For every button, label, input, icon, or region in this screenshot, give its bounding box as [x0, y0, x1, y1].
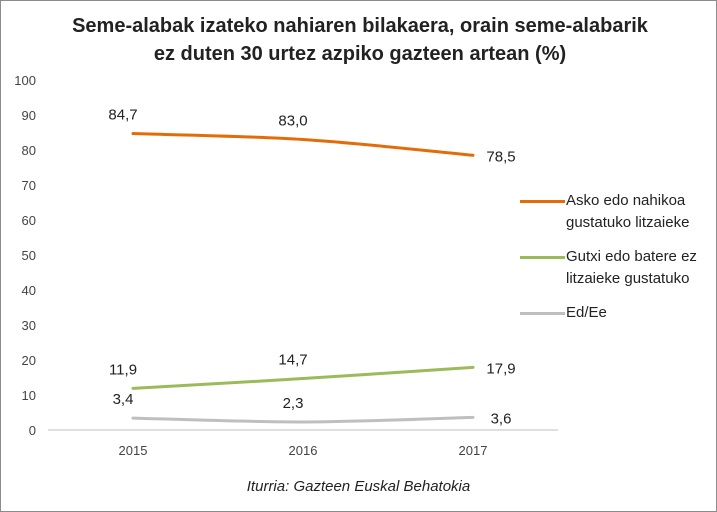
legend-swatch [520, 200, 565, 203]
y-tick-label: 30 [22, 318, 36, 333]
y-tick-label: 70 [22, 178, 36, 193]
data-label: 2,3 [283, 395, 304, 412]
x-tick-label: 2017 [459, 443, 488, 458]
x-tick-label: 2016 [289, 443, 318, 458]
y-tick-label: 60 [22, 213, 36, 228]
y-tick-label: 90 [22, 108, 36, 123]
legend-label: Ed/Ee [566, 304, 607, 321]
y-tick-label: 50 [22, 248, 36, 263]
legend-item: Ed/Ee [520, 302, 710, 324]
data-label: 3,4 [113, 391, 134, 408]
chart-title: Seme-alabak izateko nahiaren bilakaera, … [72, 15, 648, 65]
series-line [131, 365, 475, 390]
data-label: 17,9 [486, 360, 515, 377]
y-tick-label: 100 [14, 73, 36, 88]
legend-label: Asko edo nahikoa gustatuko litzaieke [566, 192, 690, 231]
y-tick-label: 0 [29, 423, 36, 438]
data-label: 78,5 [486, 148, 515, 165]
y-tick-label: 40 [22, 283, 36, 298]
data-label: 14,7 [278, 352, 307, 369]
legend-swatch [520, 312, 565, 315]
legend-label: Gutxi edo batere ez litzaieke gustatuko [566, 248, 697, 287]
legend-item: Gutxi edo batere ez litzaieke gustatuko [520, 246, 710, 290]
source-note: Iturria: Gazteen Euskal Behatokia [246, 478, 471, 495]
y-tick-label: 80 [22, 143, 36, 158]
data-label: 11,9 [109, 361, 137, 378]
data-label: 83,0 [278, 113, 307, 130]
legend: Asko edo nahikoa gustatuko litzaieke Gut… [520, 190, 710, 336]
legend-swatch [520, 256, 565, 259]
legend-item: Asko edo nahikoa gustatuko litzaieke [520, 190, 710, 234]
data-label: 84,7 [108, 107, 137, 124]
y-tick-label: 20 [22, 353, 36, 368]
series-line [131, 132, 475, 157]
x-tick-label: 2015 [119, 443, 148, 458]
data-label: 3,6 [491, 410, 512, 427]
series-line [131, 415, 475, 424]
y-tick-label: 10 [22, 388, 36, 403]
